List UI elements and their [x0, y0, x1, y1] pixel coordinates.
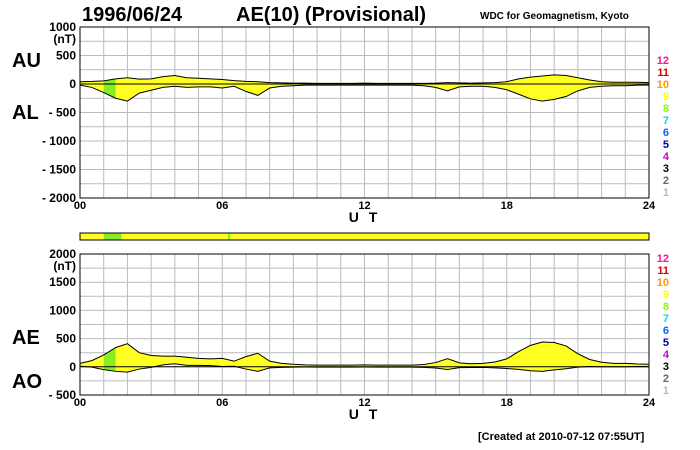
- ae-ao-legend-1: 1: [663, 385, 669, 397]
- au-al-y-tick-label: 500: [56, 49, 76, 63]
- ae-ao-plot-frame: [79, 253, 650, 396]
- series-ae-line: [79, 341, 650, 366]
- al-label: AL: [12, 102, 39, 124]
- au-al-plot-frame: [79, 26, 650, 199]
- au-al-legend-11: 11: [657, 67, 669, 79]
- ae-ao-legend-8: 8: [663, 301, 669, 313]
- date-title: 1996/06/24: [82, 4, 183, 26]
- au-al-legend-1: 1: [663, 187, 669, 199]
- au-al-x-tick-label: 18: [501, 200, 513, 212]
- au-al-x-tick-label: 12: [358, 200, 370, 212]
- created-timestamp: [Created at 2010-07-12 07:55UT]: [478, 431, 645, 443]
- ae-ao-y-tick-label: - 500: [49, 388, 77, 402]
- au-al-legend-10: 10: [657, 79, 669, 91]
- au-al-fill-area: [80, 74, 649, 102]
- coverage-strip-segment: [103, 233, 122, 240]
- ae-ao-y-tick-label: 2000: [49, 247, 76, 261]
- ae-ao-y-unit-label: (nT): [53, 259, 76, 273]
- au-al-y-tick-label: - 500: [49, 106, 77, 120]
- coverage-strip-segment: [80, 233, 104, 240]
- au-al-x-axis-title: U T: [349, 209, 381, 225]
- ae-ao-legend-2: 2: [663, 373, 669, 385]
- ae-ao-x-tick-label: 00: [74, 397, 86, 409]
- au-al-legend-12: 12: [657, 55, 669, 67]
- ae-ao-y-tick-label: 1500: [49, 275, 76, 289]
- au-al-legend-8: 8: [663, 103, 669, 115]
- ae-ao-x-tick-label: 06: [216, 397, 228, 409]
- au-al-y-unit-label: (nT): [53, 32, 76, 46]
- coverage-strip-segment: [121, 233, 650, 240]
- ae-ao-fill-area: [80, 341, 649, 373]
- au-al-legend-7: 7: [663, 115, 669, 127]
- au-al-legend-5: 5: [663, 139, 669, 151]
- ae-ao-legend-11: 11: [657, 265, 669, 277]
- ae-ao-legend-12: 12: [657, 253, 669, 265]
- au-label: AU: [12, 50, 41, 72]
- au-al-y-tick-label: - 1000: [42, 134, 76, 148]
- ae-ao-legend-4: 4: [663, 349, 670, 361]
- au-al-y-tick-label: 1000: [49, 20, 76, 34]
- ae-ao-y-tick-label: 500: [56, 332, 76, 346]
- ae-ao-y-tick-label: 0: [69, 360, 76, 374]
- ae-ao-x-tick-label: 24: [643, 397, 656, 409]
- ae-label: AE: [12, 327, 40, 349]
- au-al-legend-9: 9: [663, 91, 669, 103]
- au-al-legend-4: 4: [663, 151, 670, 163]
- ae-ao-x-tick-label: 12: [358, 397, 370, 409]
- ae-ao-y-tick-label: 1000: [49, 303, 76, 317]
- ae-ao-legend-3: 3: [663, 361, 669, 373]
- au-al-x-tick-label: 00: [74, 200, 86, 212]
- coverage-strip-marker: [228, 233, 231, 240]
- au-al-y-tick-label: 0: [69, 77, 76, 91]
- ae-ao-legend-10: 10: [657, 277, 669, 289]
- au-al-legend-2: 2: [663, 175, 669, 187]
- source-label: WDC for Geomagnetism, Kyoto: [480, 11, 629, 22]
- au-al-x-tick-label: 06: [216, 200, 228, 212]
- au-al-x-tick-label: 24: [643, 200, 656, 212]
- au-al-legend-6: 6: [663, 127, 669, 139]
- ae-ao-legend-9: 9: [663, 289, 669, 301]
- ae-ao-legend-5: 5: [663, 337, 669, 349]
- product-title: AE(10) (Provisional): [236, 4, 427, 26]
- au-al-legend-3: 3: [663, 163, 669, 175]
- ae-ao-legend-6: 6: [663, 325, 669, 337]
- series-au-line: [79, 74, 650, 84]
- au-al-y-tick-label: - 2000: [42, 191, 76, 205]
- ae-ao-legend-7: 7: [663, 313, 669, 325]
- au-al-y-tick-label: - 1500: [42, 163, 76, 177]
- ao-label: AO: [12, 371, 42, 393]
- coverage-strip-frame: [79, 232, 650, 241]
- series-al-line: [79, 84, 649, 102]
- ae-ao-x-axis-title: U T: [349, 406, 381, 422]
- ae-ao-x-tick-label: 18: [501, 397, 513, 409]
